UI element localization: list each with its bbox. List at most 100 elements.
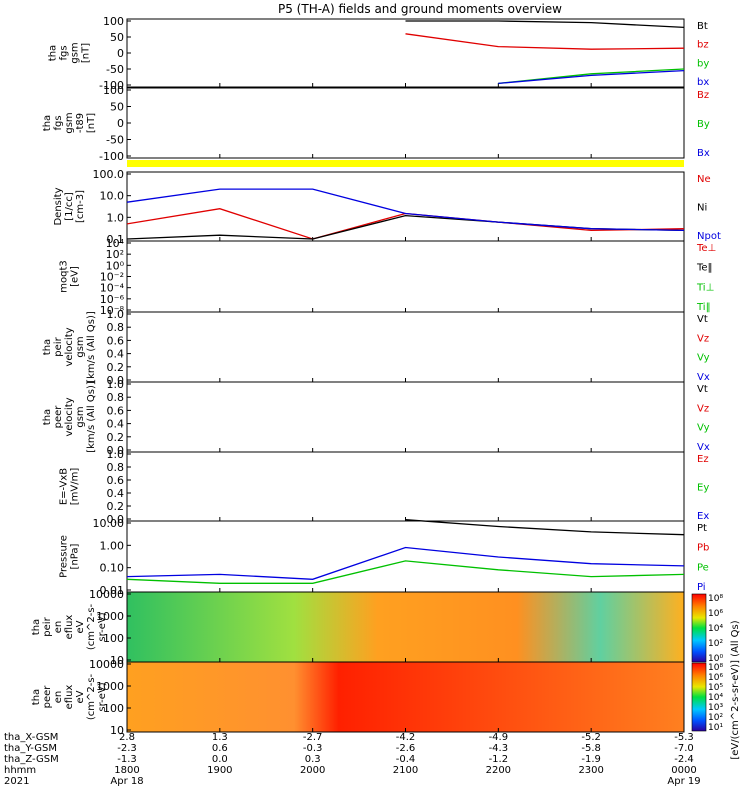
legend-Ex: Ex — [697, 511, 709, 522]
y-tick-label: 100 — [103, 84, 124, 97]
x-row-value: -4.3 — [489, 743, 509, 754]
y-tick-label: 10² — [106, 248, 124, 261]
y-tick-label: 1.0 — [107, 308, 125, 321]
y-tick-label: 10000 — [89, 658, 124, 671]
x-row-value: -2.7 — [303, 732, 323, 743]
y-axis-label: fgs — [53, 115, 64, 130]
x-row-value: 0.6 — [212, 743, 228, 754]
y-tick-label: -100 — [99, 150, 124, 163]
legend-Vz: Vz — [697, 403, 709, 414]
legend-Pt: Pt — [697, 523, 707, 534]
x-row-label: tha_Z-GSM — [4, 754, 59, 765]
x-row-label: tha_Y-GSM — [4, 743, 57, 754]
series-bz — [405, 33, 685, 50]
series-group — [126, 20, 685, 584]
series-Pi — [126, 546, 685, 580]
panel-5: 1.00.80.60.40.20.0 tha peer velocity gsm [km/… — [42, 378, 710, 457]
legend-Ez: Ez — [697, 454, 709, 465]
y-tick-label: 10⁴ — [106, 237, 125, 250]
colorbar-bottom — [691, 662, 707, 732]
y-tick-label: 0.8 — [107, 461, 125, 474]
x-row-value: 2200 — [486, 765, 511, 776]
x-row-value: 0.3 — [305, 754, 321, 765]
y-axis-label: [nT] — [86, 113, 97, 133]
y-tick-label: 1.0 — [107, 448, 125, 461]
colorbar-bottom-tick: 10² — [708, 713, 723, 723]
legend-Te‖: Te‖ — [696, 263, 713, 274]
y-tick-label: 10.0 — [100, 190, 125, 203]
y-axis-label: eV — [75, 690, 86, 703]
y-tick-label: 100 — [103, 702, 124, 715]
x-row-value: 2300 — [578, 765, 603, 776]
legend-Vt: Vt — [697, 384, 708, 395]
y-axis-label: [nPa] — [70, 543, 81, 569]
x-row-value: -0.3 — [303, 743, 323, 754]
legend-Vx: Vx — [697, 442, 710, 453]
colorbar-top-tick: 10⁶ — [708, 609, 723, 619]
y-axis-label: Density — [53, 187, 64, 225]
x-row-label: hhmm — [4, 765, 36, 776]
y-tick-label: 1.0 — [107, 378, 125, 391]
chart-title: P5 (TH-A) fields and ground moments over… — [278, 2, 562, 16]
panel-frame — [126, 451, 685, 522]
x-row-value: -1.9 — [581, 754, 601, 765]
legend-Vy: Vy — [697, 353, 710, 364]
y-axis-label: peer — [42, 685, 53, 709]
legend-Ne: Ne — [697, 174, 711, 185]
y-tick-label: 10⁻² — [100, 271, 124, 284]
x-row-value: 2.8 — [119, 732, 135, 743]
colorbar-bottom-tick: 10⁴ — [708, 693, 723, 703]
legend-Ni: Ni — [697, 203, 707, 214]
legend-by: by — [697, 58, 709, 69]
colorbar-bottom-tick: 10⁵ — [708, 683, 723, 693]
legend-By: By — [697, 119, 710, 130]
y-axis-label: peir — [53, 336, 64, 356]
y-axis-label: sr-eV) — [97, 612, 108, 641]
colorbar-top-tick: 10⁰ — [708, 654, 723, 664]
x-row-value: Apr 19 — [667, 776, 700, 787]
series-Bt — [405, 20, 685, 29]
y-axis-label: tha — [48, 45, 59, 61]
y-axis-label: sr-eV) — [97, 682, 108, 711]
panel-4: 1.00.80.60.40.20.0 tha peir velocity gsm [km/… — [42, 308, 710, 387]
panel-frame — [126, 381, 685, 453]
legend-Bx: Bx — [697, 148, 710, 159]
panel-8: 10000 1000 100 10 tha peir en eflux eV (cm^2-s-sr… — [31, 588, 685, 667]
y-axis-label: tha — [31, 689, 42, 705]
x-row-value: 0.0 — [212, 754, 228, 765]
y-tick-label: 0.2 — [107, 500, 125, 513]
colorbar-bottom-tick: 10¹ — [708, 723, 723, 733]
y-tick-label: 1000 — [96, 610, 124, 623]
y-axis-label: [cm-3] — [75, 190, 86, 223]
y-axis-label: velocity — [64, 397, 75, 436]
y-axis-label: eflux — [64, 615, 75, 640]
y-axis-label: eflux — [64, 685, 75, 710]
y-axis-label: (cm^2-s- — [86, 603, 97, 650]
legend-Te⊥: Te⊥ — [696, 243, 716, 254]
colorbar-top-tick: 10⁸ — [708, 594, 723, 604]
y-axis-label: eV — [75, 620, 86, 633]
y-tick-label: 0.01 — [100, 584, 125, 597]
y-axis-label: gsm — [64, 112, 75, 133]
y-tick-label: 100.0 — [93, 168, 125, 181]
colorbar-top — [691, 593, 707, 663]
colorbar-top-tick: 10² — [708, 639, 723, 649]
colorbar-top-tick: 10⁴ — [708, 624, 723, 634]
x-row-value: -5.2 — [581, 732, 601, 743]
x-row-value: -2.4 — [674, 754, 694, 765]
series-Ni — [126, 214, 685, 240]
x-row-value: -2.3 — [117, 743, 137, 754]
y-axis-label: (cm^2-s- — [86, 673, 97, 720]
x-row-value: -7.0 — [674, 743, 694, 754]
series-Pt — [405, 519, 685, 536]
y-axis-label: [nT] — [81, 43, 92, 63]
y-axis-label: tha — [42, 409, 53, 425]
panel-1: 100 50 0 -50 -100 tha fgs gsm -t89 [nT] Bz By Bx — [42, 84, 710, 163]
x-row-label: tha_X-GSM — [4, 732, 58, 743]
x-row-value: -0.4 — [396, 754, 416, 765]
x-row-value: 2000 — [300, 765, 325, 776]
series-Pe — [126, 560, 685, 584]
legend-Pi: Pi — [697, 582, 706, 593]
legend-Bz: Bz — [697, 90, 709, 101]
y-axis-label: tha — [31, 619, 42, 635]
